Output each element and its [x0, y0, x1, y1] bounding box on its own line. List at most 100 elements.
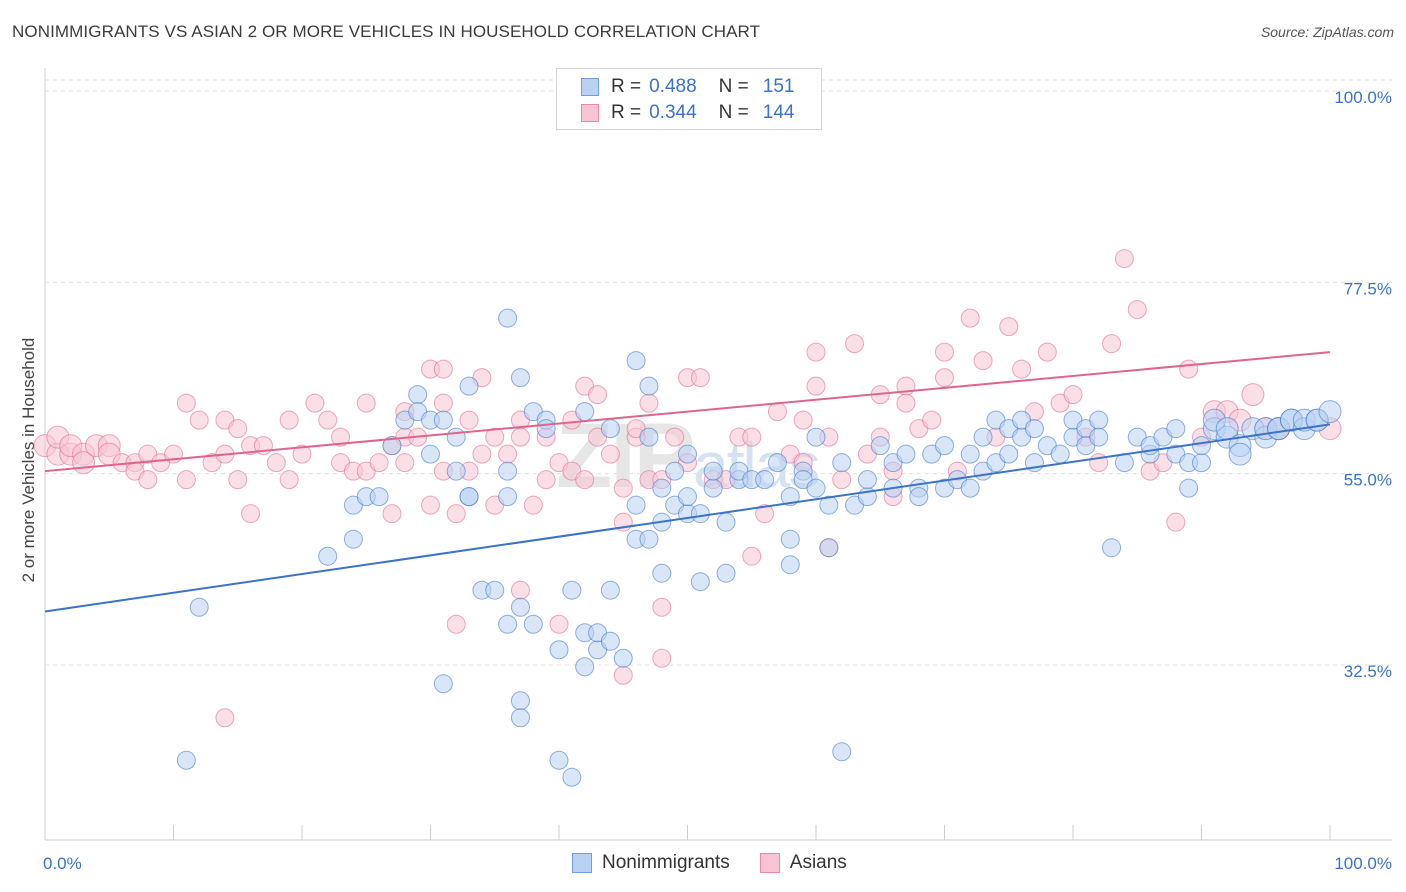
- data-point-asians: [176, 393, 196, 413]
- chart-title: NONIMMIGRANTS VS ASIAN 2 OR MORE VEHICLE…: [12, 22, 761, 41]
- data-point-asians: [935, 342, 954, 362]
- data-point-asians: [395, 453, 415, 473]
- data-point-asians: [845, 334, 865, 354]
- data-point-nonimmigrants: [626, 351, 646, 371]
- data-point-nonimmigrants: [819, 495, 839, 515]
- data-point-nonimmigrants: [716, 563, 736, 583]
- y-tick-label: 77.5%: [1344, 279, 1392, 298]
- data-point-nonimmigrants: [1114, 453, 1134, 473]
- data-point-asians: [896, 393, 916, 413]
- data-point-nonimmigrants: [176, 750, 196, 770]
- data-point-asians: [382, 504, 402, 524]
- data-point-nonimmigrants: [755, 470, 775, 490]
- data-point-nonimmigrants: [1166, 419, 1186, 439]
- legend-r-value: 0.488: [649, 76, 697, 97]
- legend-n-label: N =: [718, 76, 749, 97]
- data-point-nonimmigrants: [1192, 436, 1211, 456]
- data-point-nonimmigrants: [600, 580, 620, 600]
- data-point-asians: [742, 546, 762, 566]
- data-point-nonimmigrants: [780, 487, 800, 507]
- data-point-nonimmigrants: [498, 461, 518, 481]
- legend-n-value: 144: [762, 102, 795, 123]
- data-point-nonimmigrants: [999, 444, 1019, 464]
- data-point-nonimmigrants: [600, 631, 620, 651]
- data-point-nonimmigrants: [909, 487, 929, 507]
- data-point-nonimmigrants: [639, 529, 659, 549]
- data-point-asians: [1179, 359, 1199, 379]
- data-point-asians: [536, 470, 556, 490]
- data-point-nonimmigrants: [562, 580, 582, 600]
- data-point-nonimmigrants: [703, 461, 723, 481]
- data-point-asians: [176, 470, 196, 490]
- data-point-asians: [549, 614, 569, 634]
- data-point-nonimmigrants: [408, 385, 428, 405]
- series-legend: Nonimmigrants Asians: [572, 852, 877, 874]
- data-point-nonimmigrants: [639, 427, 659, 447]
- data-point-nonimmigrants: [690, 572, 710, 592]
- data-point-asians: [613, 478, 633, 498]
- data-point-asians: [575, 470, 595, 490]
- x-tick-label: 100.0%: [1334, 854, 1392, 873]
- data-point-asians: [832, 470, 852, 490]
- data-point-nonimmigrants: [639, 376, 659, 396]
- data-point-asians: [767, 402, 787, 422]
- x-tick-label: 0.0%: [43, 854, 82, 873]
- data-point-nonimmigrants: [536, 419, 556, 439]
- data-point-nonimmigrants: [318, 546, 338, 566]
- data-point-nonimmigrants: [498, 614, 518, 634]
- data-point-nonimmigrants: [690, 504, 710, 524]
- data-point-nonimmigrants: [857, 470, 877, 490]
- data-point-nonimmigrants: [510, 368, 530, 388]
- legend-label-nonimmigrants: Nonimmigrants: [602, 852, 730, 873]
- data-point-asians: [459, 410, 479, 430]
- data-point-asians: [318, 410, 338, 430]
- legend-swatch-nonimmigrants: [581, 78, 599, 96]
- data-point-nonimmigrants: [626, 495, 646, 515]
- legend-n-label: N =: [718, 102, 749, 123]
- data-point-asians: [1063, 385, 1083, 405]
- legend-r-value: 0.344: [649, 102, 697, 123]
- data-point-nonimmigrants: [510, 708, 530, 728]
- data-point-nonimmigrants: [819, 538, 839, 558]
- data-point-nonimmigrants: [1050, 444, 1070, 464]
- legend-swatch-asians: [581, 104, 599, 122]
- data-point-asians: [215, 708, 235, 728]
- data-point-nonimmigrants: [716, 512, 736, 532]
- legend-item-asians[interactable]: Asians: [759, 852, 847, 874]
- data-point-nonimmigrants: [459, 487, 479, 507]
- data-point-asians: [665, 427, 685, 447]
- data-point-nonimmigrants: [510, 691, 530, 711]
- data-point-asians: [1012, 359, 1032, 379]
- legend-item-nonimmigrants[interactable]: Nonimmigrants: [572, 852, 730, 874]
- data-point-nonimmigrants: [498, 308, 518, 328]
- data-point-nonimmigrants: [549, 750, 569, 770]
- data-point-nonimmigrants: [960, 444, 980, 464]
- data-point-nonimmigrants: [960, 478, 980, 498]
- data-point-asians: [228, 470, 248, 490]
- data-point-asians: [498, 444, 518, 464]
- data-point-nonimmigrants: [446, 461, 466, 481]
- data-point-nonimmigrants: [510, 597, 530, 617]
- data-point-nonimmigrants: [498, 487, 518, 507]
- data-point-asians: [331, 427, 351, 447]
- data-point-asians: [690, 368, 710, 388]
- y-tick-label: 32.5%: [1344, 662, 1392, 681]
- y-tick-label: 100.0%: [1334, 88, 1392, 107]
- data-point-asians: [755, 504, 775, 524]
- data-point-asians: [652, 648, 672, 668]
- data-point-asians: [793, 410, 813, 430]
- data-point-nonimmigrants: [832, 453, 852, 473]
- data-point-asians: [922, 410, 942, 430]
- data-point-asians: [510, 427, 530, 447]
- data-point-nonimmigrants: [369, 487, 389, 507]
- data-point-asians: [356, 393, 376, 413]
- data-point-asians: [433, 393, 453, 413]
- data-point-asians: [600, 444, 620, 464]
- data-point-nonimmigrants: [896, 444, 916, 464]
- data-point-nonimmigrants: [382, 436, 402, 456]
- legend-swatch-asians: [759, 853, 780, 873]
- data-point-asians: [228, 419, 248, 439]
- data-point-nonimmigrants: [1102, 538, 1122, 558]
- data-point-nonimmigrants: [1192, 453, 1211, 473]
- data-point-nonimmigrants: [767, 453, 787, 473]
